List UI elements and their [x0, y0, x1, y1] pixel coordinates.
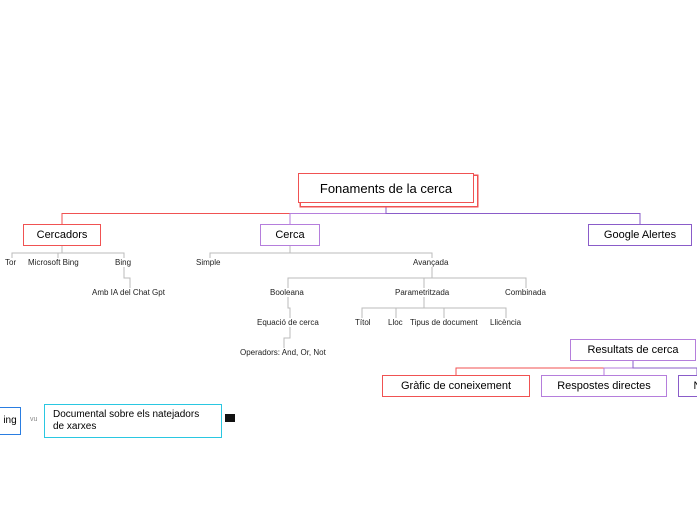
node-documental[interactable]: Documental sobre els natejadors de xarxe… [44, 404, 222, 438]
label: Notícies destacades [693, 380, 697, 392]
node-google-alertes[interactable]: Google Alertes [588, 224, 692, 246]
leaf-combinada[interactable]: Combinada [505, 288, 546, 297]
leaf-parametritzada[interactable]: Parametritzada [395, 288, 449, 297]
leaf-avancada[interactable]: Avançada [413, 258, 448, 267]
label: Microsoft Bing [28, 258, 79, 267]
leaf-operadors[interactable]: Operadors: And, Or, Not [240, 348, 326, 357]
leaf-booleana[interactable]: Booleana [270, 288, 304, 297]
leaf-bing-ia[interactable]: Amb IA del Chat Gpt [92, 288, 165, 297]
leaf-lloc[interactable]: Lloc [388, 318, 403, 327]
label: Parametritzada [395, 288, 449, 297]
leaf-llicencia[interactable]: Llicència [490, 318, 521, 327]
label: ing [3, 415, 16, 428]
label: Combinada [505, 288, 546, 297]
leaf-microsoft-bing[interactable]: Microsoft Bing [28, 258, 79, 267]
label: Google Alertes [604, 229, 676, 241]
label: Avançada [413, 258, 448, 267]
leaf-tipus[interactable]: Tipus de document [410, 318, 478, 327]
label: Cercadors [37, 229, 88, 241]
label: Bing [115, 258, 131, 267]
node-cerca[interactable]: Cerca [260, 224, 320, 246]
label: Amb IA del Chat Gpt [92, 288, 165, 297]
mini-icon [225, 414, 235, 422]
node-cercadors[interactable]: Cercadors [23, 224, 101, 246]
node-noticies[interactable]: Notícies destacades [678, 375, 697, 397]
label: Títol [355, 318, 371, 327]
label: Gràfic de coneixement [401, 380, 511, 392]
root-node[interactable]: Fonaments de la cerca [298, 173, 474, 203]
label: vu [30, 416, 37, 423]
label: Simple [196, 258, 220, 267]
label: Booleana [270, 288, 304, 297]
label: Equació de cerca [257, 318, 319, 327]
label: Tipus de document [410, 318, 478, 327]
node-grafic[interactable]: Gràfic de coneixement [382, 375, 530, 397]
root-label: Fonaments de la cerca [320, 181, 452, 196]
label: Resultats de cerca [587, 344, 678, 356]
label: Respostes directes [557, 380, 651, 392]
connector-layer [0, 0, 697, 520]
leaf-bing[interactable]: Bing [115, 258, 131, 267]
label: Lloc [388, 318, 403, 327]
leaf-tor[interactable]: Tor [5, 258, 16, 267]
leaf-simple[interactable]: Simple [196, 258, 220, 267]
node-ing-fragment[interactable]: ing [0, 407, 21, 435]
node-respostes[interactable]: Respostes directes [541, 375, 667, 397]
label: Tor [5, 258, 16, 267]
node-resultats[interactable]: Resultats de cerca [570, 339, 696, 361]
label: Cerca [275, 229, 304, 241]
leaf-titol[interactable]: Títol [355, 318, 371, 327]
label: Operadors: And, Or, Not [240, 348, 326, 357]
label: Llicència [490, 318, 521, 327]
label: Documental sobre els natejadors de xarxe… [53, 409, 213, 434]
leaf-equacio[interactable]: Equació de cerca [257, 318, 319, 327]
tag-vu: vu [30, 416, 37, 423]
